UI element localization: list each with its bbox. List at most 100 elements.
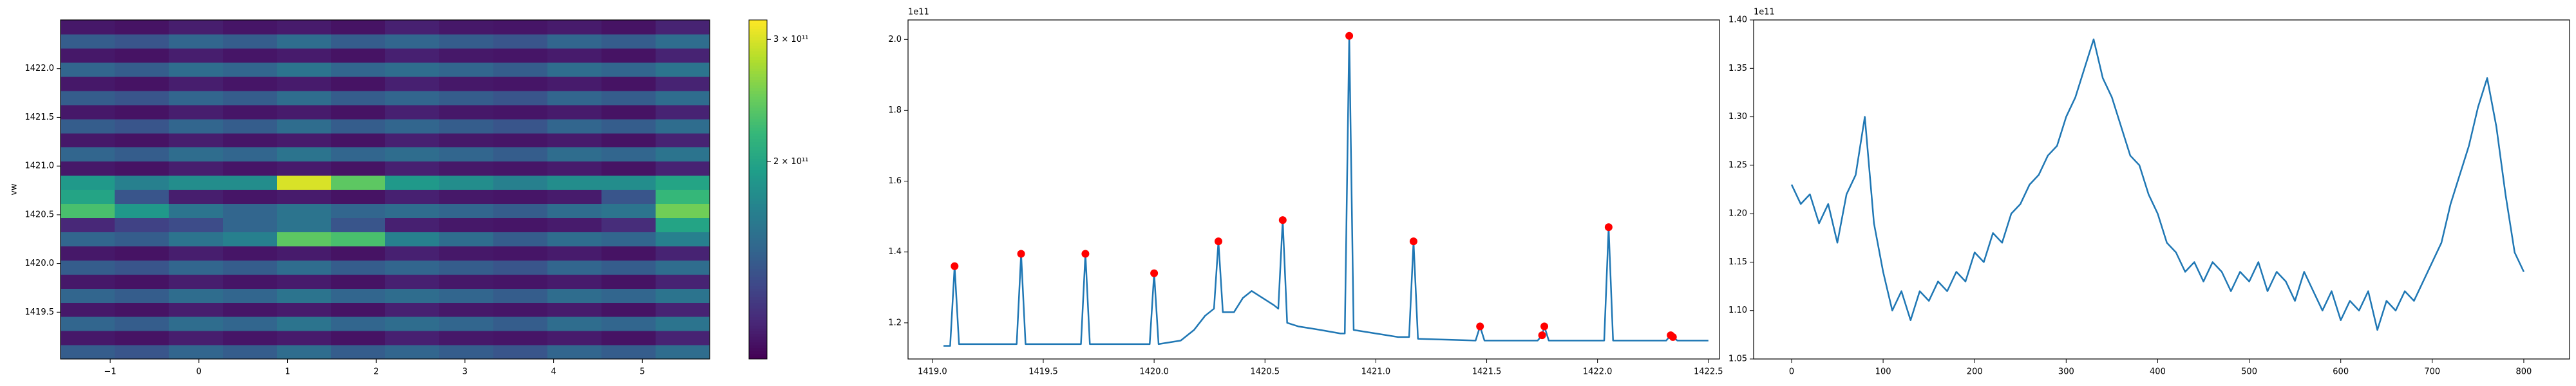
heatmap-cell: [61, 189, 115, 205]
colorbar-swatch: [749, 350, 767, 354]
y-tick-label: 1.4: [888, 247, 902, 257]
y-tick-label: 1.30: [1728, 112, 1747, 122]
heatmap-cell: [331, 62, 386, 77]
heatmap-cell: [493, 175, 548, 190]
axes-frame: [1753, 19, 2570, 360]
heatmap-cell: [277, 133, 332, 148]
x-tick-label: 200: [1967, 367, 1983, 377]
y-tick-label: 1.8: [888, 106, 902, 115]
heatmap-cell: [277, 175, 332, 190]
x-tick-label: 1422.0: [1583, 367, 1613, 377]
heatmap-cell: [331, 302, 386, 317]
x-tick-label: 1420.0: [1139, 367, 1169, 377]
heatmap-cell: [331, 48, 386, 63]
heatmap-cell: [656, 274, 710, 289]
peak-marker: [1476, 322, 1484, 331]
heatmap-cell: [223, 62, 278, 77]
colorbar-swatch: [749, 266, 767, 270]
heatmap-cell: [331, 104, 386, 120]
y-tick-label: 1422.0: [25, 64, 55, 73]
heatmap-cell: [223, 317, 278, 331]
heatmap-cell: [169, 133, 223, 148]
heatmap-cell: [115, 118, 169, 134]
colorbar-swatch: [749, 285, 767, 289]
heatmap-cell: [439, 20, 494, 35]
heatmap-cell: [656, 161, 710, 176]
colorbar-swatch: [749, 90, 767, 94]
colorbar-swatch: [749, 113, 767, 116]
colorbar-swatch: [749, 302, 767, 306]
heatmap-cell: [439, 232, 494, 246]
x-tick-label: 700: [2424, 367, 2440, 377]
heatmap-cell: [115, 217, 169, 232]
heatmap-cell: [656, 288, 710, 303]
y-tick-label: 1.25: [1728, 160, 1747, 170]
heatmap-cell: [493, 302, 548, 317]
heatmap-cell: [547, 260, 602, 275]
colorbar-swatch: [749, 317, 767, 320]
heatmap-cell: [547, 274, 602, 289]
colorbar-swatch: [749, 282, 767, 286]
heatmap-cell: [547, 331, 602, 345]
heatmap-cell: [547, 133, 602, 148]
colorbar-swatch: [749, 246, 767, 250]
colorbar-swatch: [749, 252, 767, 255]
heatmap-cell: [601, 260, 656, 275]
heatmap-cell: [493, 90, 548, 106]
heatmap-cell: [439, 189, 494, 205]
heatmap-cell: [331, 147, 386, 162]
colorbar-swatch: [749, 147, 767, 151]
heatmap-cell: [493, 345, 548, 360]
heatmap-cell: [115, 104, 169, 120]
heatmap-cell: [331, 331, 386, 345]
heatmap-cell: [169, 217, 223, 232]
heatmap-cell: [61, 274, 115, 289]
colorbar-swatch: [749, 136, 767, 140]
heatmap-cell: [601, 288, 656, 303]
peak-marker: [1278, 216, 1287, 225]
heatmap-cell: [493, 274, 548, 289]
colorbar-swatch: [749, 20, 767, 23]
colorbar-swatch: [749, 79, 767, 83]
heatmap-cell: [601, 203, 656, 219]
heatmap-cell: [61, 104, 115, 120]
heatmap-cell: [169, 118, 223, 134]
colorbar-frame: [748, 19, 768, 360]
colorbar-swatch: [749, 262, 767, 266]
heatmap-cell: [601, 317, 656, 331]
colorbar-swatch: [749, 220, 767, 224]
heatmap-cell: [169, 260, 223, 275]
heatmap-cell: [385, 345, 440, 360]
heatmap-cell: [439, 104, 494, 120]
x-tick-label: 500: [2241, 367, 2257, 377]
heatmap-cell: [277, 118, 332, 134]
heatmap-cell: [61, 232, 115, 246]
heatmap-cell: [223, 203, 278, 219]
heatmap-cell: [547, 189, 602, 205]
colorbar-swatch: [749, 68, 767, 71]
heatmap-cell: [115, 246, 169, 261]
heatmap-cell: [601, 217, 656, 232]
heatmap-cell: [115, 189, 169, 205]
x-tick-label: 400: [2150, 367, 2166, 377]
heatmap-cell: [385, 62, 440, 77]
y-tick-label: 1.6: [888, 176, 902, 186]
y-tick-label: 1.40: [1728, 15, 1747, 25]
heatmap-cell: [61, 33, 115, 49]
heatmap-cell: [439, 76, 494, 91]
colorbar-swatch: [749, 209, 767, 213]
heatmap-cell: [385, 118, 440, 134]
heatmap-cell: [439, 33, 494, 49]
colorbar-swatch: [749, 254, 767, 258]
heatmap-cell: [656, 246, 710, 261]
heatmap-cell: [277, 62, 332, 77]
heatmap-cell: [656, 331, 710, 345]
heatmap-cell: [169, 147, 223, 162]
heatmap-cell: [547, 217, 602, 232]
colorbar-swatch: [749, 277, 767, 280]
heatmap-cell: [656, 203, 710, 219]
heatmap-cell: [61, 62, 115, 77]
colorbar-swatch: [749, 189, 767, 193]
heatmap-cell: [493, 260, 548, 275]
